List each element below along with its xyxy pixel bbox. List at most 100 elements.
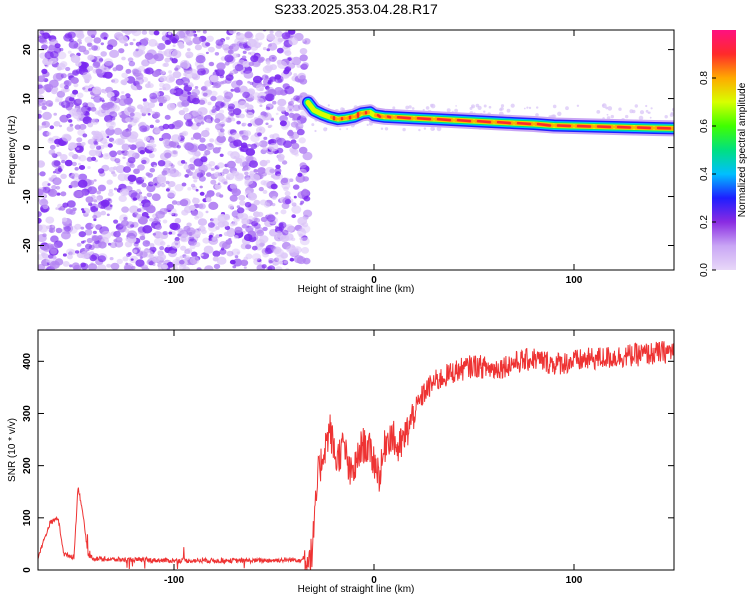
noise-speckle xyxy=(220,81,224,85)
noise-speckle xyxy=(231,188,238,194)
noise-speckle xyxy=(233,235,239,239)
noise-speckle xyxy=(93,218,97,222)
noise-speckle xyxy=(260,216,268,222)
halo-speckle xyxy=(625,114,629,119)
noise-speckle xyxy=(97,168,105,174)
noise-speckle xyxy=(194,86,199,89)
noise-speckle xyxy=(187,82,194,88)
noise-speckle xyxy=(78,231,87,238)
noise-speckle xyxy=(303,195,311,202)
noise-speckle xyxy=(166,103,176,111)
noise-speckle xyxy=(210,179,217,185)
noise-speckle xyxy=(168,70,173,74)
noise-speckle xyxy=(59,83,66,89)
noise-speckle xyxy=(126,150,136,158)
noise-speckle xyxy=(127,174,137,182)
noise-speckle xyxy=(106,179,113,185)
noise-speckle xyxy=(237,207,245,214)
noise-speckle xyxy=(113,187,118,191)
noise-speckle xyxy=(197,107,208,116)
noise-speckle xyxy=(60,191,67,197)
noise-speckle xyxy=(158,50,163,54)
noise-speckle xyxy=(284,86,295,95)
noise-speckle xyxy=(101,102,111,111)
noise-speckle xyxy=(186,227,196,236)
halo-speckle xyxy=(645,109,649,113)
noise-speckle xyxy=(38,224,49,233)
noise-speckle xyxy=(38,75,46,83)
noise-speckle xyxy=(220,247,225,251)
noise-speckle xyxy=(163,48,174,58)
ridge-core xyxy=(516,121,532,126)
halo-speckle xyxy=(311,123,315,127)
noise-speckle xyxy=(65,66,71,72)
y-tick-label: 400 xyxy=(22,353,33,370)
noise-speckle xyxy=(253,55,259,61)
noise-speckle xyxy=(60,154,68,161)
noise-speckle xyxy=(128,103,132,106)
colorbar-tick-label: 0.8 xyxy=(699,71,710,85)
noise-speckle xyxy=(162,231,168,236)
noise-speckle xyxy=(205,210,209,214)
noise-speckle xyxy=(88,202,93,206)
noise-speckle xyxy=(141,182,147,188)
noise-speckle xyxy=(125,93,131,98)
noise-speckle xyxy=(290,148,299,156)
noise-speckle xyxy=(179,234,190,243)
noise-speckle xyxy=(256,126,266,135)
noise-speckle xyxy=(261,74,269,80)
noise-speckle xyxy=(42,111,52,120)
noise-speckle xyxy=(124,264,132,270)
halo-speckle xyxy=(535,113,539,117)
noise-speckle xyxy=(49,51,59,59)
noise-speckle xyxy=(129,112,135,117)
noise-speckle xyxy=(78,41,82,45)
noise-speckle xyxy=(251,92,261,100)
noise-speckle xyxy=(238,194,246,201)
noise-speckle xyxy=(38,217,42,224)
ridge-core xyxy=(376,113,382,118)
noise-speckle xyxy=(76,137,83,143)
noise-speckle xyxy=(199,137,206,143)
noise-speckle xyxy=(164,246,172,254)
noise-speckle xyxy=(199,191,205,196)
noise-speckle xyxy=(176,145,181,149)
noise-speckle xyxy=(75,190,85,198)
noise-speckle xyxy=(64,159,73,167)
noise-speckle xyxy=(59,124,62,128)
noise-speckle xyxy=(46,225,51,230)
noise-speckle xyxy=(82,210,86,214)
noise-speckle xyxy=(207,46,215,53)
noise-speckle xyxy=(87,54,95,61)
noise-speckle xyxy=(88,88,93,92)
noise-speckle xyxy=(245,207,250,211)
noise-speckle xyxy=(287,130,294,137)
noise-speckle xyxy=(251,174,261,182)
noise-speckle xyxy=(96,264,107,270)
noise-speckle xyxy=(298,146,308,154)
noise-speckle xyxy=(216,62,226,71)
noise-speckle xyxy=(269,30,274,34)
noise-speckle xyxy=(288,112,295,118)
noise-speckle xyxy=(53,112,57,116)
noise-speckle xyxy=(173,213,178,217)
noise-speckle xyxy=(116,33,123,39)
noise-speckle xyxy=(127,57,134,63)
noise-speckle xyxy=(93,196,101,203)
halo-speckle xyxy=(384,127,389,131)
noise-speckle xyxy=(164,114,171,120)
noise-speckle xyxy=(140,50,146,55)
noise-speckle xyxy=(239,200,246,206)
noise-speckle xyxy=(78,165,86,170)
noise-speckle xyxy=(197,218,208,226)
noise-speckle xyxy=(41,181,50,188)
noise-speckle xyxy=(252,75,263,84)
noise-speckle xyxy=(75,30,84,37)
noise-speckle xyxy=(299,162,307,169)
noise-speckle xyxy=(106,44,114,50)
noise-speckle xyxy=(75,61,82,67)
noise-speckle xyxy=(290,237,296,242)
noise-speckle xyxy=(121,81,127,86)
noise-speckle xyxy=(218,176,226,183)
halo-speckle xyxy=(607,106,613,111)
